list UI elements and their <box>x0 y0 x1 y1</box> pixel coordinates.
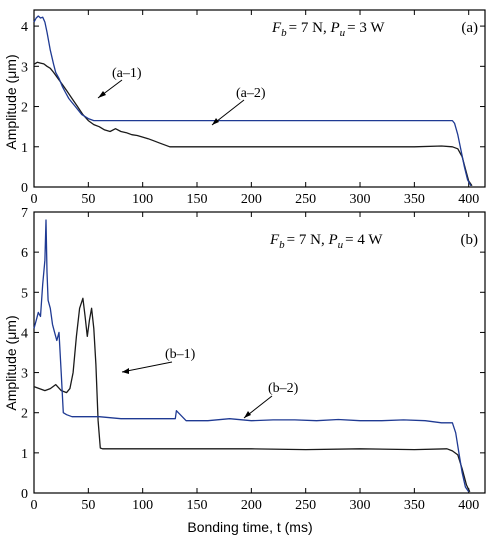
panel-a-frame <box>33 9 486 188</box>
panel-b-label: (b) <box>461 232 479 248</box>
y-tick-label: 7 <box>21 206 28 221</box>
annotation-a2: (a–2) <box>236 86 266 101</box>
y-tick-label: 0 <box>21 181 28 196</box>
x-tick-label: 100 <box>132 498 153 513</box>
x-tick-label: 250 <box>295 192 316 207</box>
y-tick-label: 1 <box>21 447 28 462</box>
x-tick-label: 350 <box>404 192 425 207</box>
x-tick-label: 250 <box>295 498 316 513</box>
panel-a-condition: Fb = 7 N, Pu = 3 W <box>271 20 385 39</box>
x-tick-label: 400 <box>458 498 479 513</box>
series-line-blue <box>33 15 472 187</box>
panel-b-y-axis-label: Amplitude (μm) <box>3 315 19 410</box>
x-tick-label: 150 <box>187 192 208 207</box>
y-tick-label: 2 <box>21 101 28 116</box>
x-tick-label: 300 <box>350 192 371 207</box>
series-line-black <box>33 61 473 187</box>
series-line-blue <box>33 219 470 493</box>
panel-b-y-ticks: 0 1 2 3 4 5 6 7 <box>21 206 485 502</box>
panel-b-frame <box>33 211 486 494</box>
x-tick-label: 0 <box>31 192 38 207</box>
y-tick-label: 0 <box>21 487 28 502</box>
annotation-a2-arrowhead <box>212 118 219 125</box>
x-tick-label: 0 <box>31 498 38 513</box>
panel-b: 0 1 2 3 4 5 6 7 0 50 100 150 200 250 300 350 400 (b) Fb… <box>3 206 486 535</box>
y-tick-label: 2 <box>21 407 28 422</box>
annotation-a1: (a–1) <box>112 66 142 81</box>
x-tick-label: 100 <box>132 192 153 207</box>
panel-a-series <box>33 15 473 187</box>
panel-a-y-axis-label: Amplitude (μm) <box>3 54 19 149</box>
y-tick-label: 3 <box>21 60 28 75</box>
y-tick-label: 4 <box>21 20 28 35</box>
x-tick-label: 50 <box>81 498 95 513</box>
x-tick-label: 200 <box>241 192 262 207</box>
x-tick-label: 350 <box>404 498 425 513</box>
panel-a-label: (a) <box>461 20 478 36</box>
annotation-b2: (b–2) <box>268 381 299 396</box>
x-tick-label: 150 <box>187 498 208 513</box>
y-tick-label: 5 <box>21 286 28 301</box>
annotation-b1: (b–1) <box>165 347 196 362</box>
y-tick-label: 4 <box>21 326 28 341</box>
annotation-b1-arrowhead <box>122 368 129 374</box>
x-tick-label: 50 <box>81 192 95 207</box>
panel-b-x-ticks: 0 50 100 150 200 250 300 350 400 <box>31 212 479 513</box>
panel-a: 0 1 2 3 4 0 50 100 150 200 250 300 350 400 (a) Fb = 7… <box>3 9 486 207</box>
y-tick-label: 1 <box>21 141 28 156</box>
y-tick-label: 6 <box>21 246 28 261</box>
x-axis-label: Bonding time, t (ms) <box>187 519 312 535</box>
annotation-b1-arrow <box>121 361 173 373</box>
panel-a-y-ticks: 0 1 2 3 4 <box>21 20 485 196</box>
panel-b-condition: Fb = 7 N, Pu = 4 W <box>269 232 383 251</box>
x-tick-label: 300 <box>350 498 371 513</box>
panel-b-series <box>33 219 471 493</box>
series-line-black <box>33 297 471 493</box>
annotation-b2-arrowhead <box>244 411 251 418</box>
panel-a-x-ticks: 0 50 100 150 200 250 300 350 400 <box>31 10 479 207</box>
y-tick-label: 3 <box>21 367 28 382</box>
x-tick-label: 400 <box>458 192 479 207</box>
annotation-a1-arrowhead <box>98 91 106 98</box>
x-tick-label: 200 <box>241 498 262 513</box>
